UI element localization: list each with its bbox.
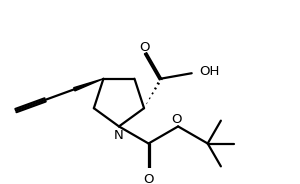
Text: O: O (171, 113, 182, 126)
Text: N: N (114, 129, 124, 142)
Text: O: O (140, 41, 150, 54)
Text: OH: OH (200, 65, 220, 78)
Text: O: O (143, 173, 154, 184)
Polygon shape (74, 79, 103, 91)
